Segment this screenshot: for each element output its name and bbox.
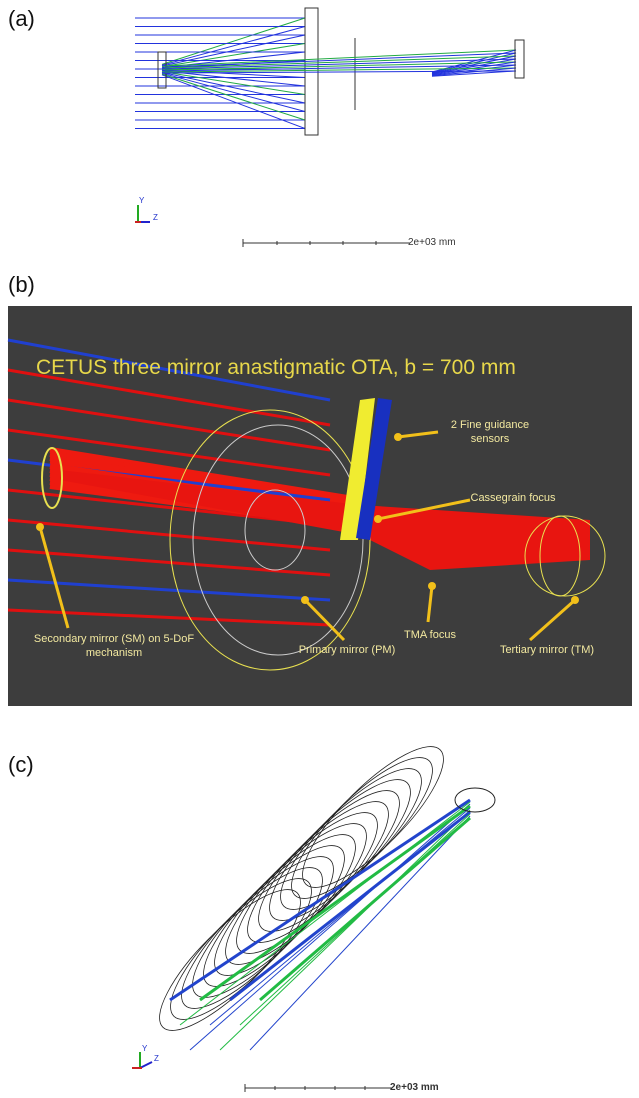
arrow-head [36,523,44,531]
panel-c-raytrace [142,729,495,1050]
axis-label: Y [139,196,144,205]
primary-mirror [305,8,318,135]
annotation: Primary mirror (PM) [282,643,412,657]
arrow-head [301,596,309,604]
ray [210,808,470,1025]
ray [162,72,305,103]
panel-label: (a) [8,6,35,32]
baffle-ring [252,762,429,939]
arrow-head [394,433,402,441]
panel-a-raytrace [135,8,524,135]
scale-label: 2e+03 mm [390,1082,439,1093]
baffle-ring [285,729,462,906]
annotation: Secondary mirror (SM) on 5-DoF mechanism [24,632,204,660]
axis-label: Y [142,1044,147,1053]
scale-bar-a [243,239,410,247]
panel-label: (c) [8,752,34,778]
scale-bar-c [245,1084,392,1092]
ray [162,74,305,120]
arrow-head [374,515,382,523]
axis-triad-a [135,205,150,222]
arrow-head [571,596,579,604]
scale-label: 2e+03 mm [408,237,456,248]
panel-label: (b) [8,272,35,298]
tertiary-mirror [455,788,495,812]
tertiary-mirror [515,40,524,78]
axis-triad-c [132,1052,152,1068]
ray [250,816,470,1050]
drawings [0,0,639,1098]
annotation: Cassegrain focus [458,491,568,505]
annotation: 2 Fine guidance sensors [440,418,540,446]
axis-label: Z [154,1054,159,1063]
panel-title: CETUS three mirror anastigmatic OTA, b =… [36,356,516,380]
ray [190,804,470,1050]
axis-label: Z [153,213,158,222]
annotation: Tertiary mirror (TM) [482,643,612,657]
ray [230,812,470,1000]
ray [162,18,305,64]
baffle-ring [274,740,451,917]
ray [162,73,305,111]
arrow-head [428,582,436,590]
annotation: TMA focus [390,628,470,642]
baffle-ring [153,861,330,1038]
ray [220,810,470,1050]
baffle-ring [219,795,396,972]
figure: {"panels": [ {"label": "(a)", "scale_lab… [0,0,639,1098]
